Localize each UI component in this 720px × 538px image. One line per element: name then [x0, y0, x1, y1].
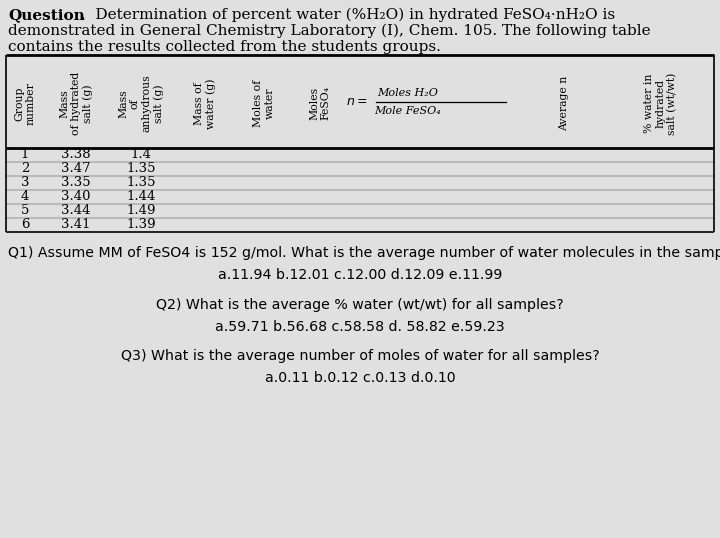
Text: 3.35: 3.35	[61, 176, 91, 189]
Text: Mole FeSO₄: Mole FeSO₄	[374, 107, 441, 117]
Text: 1.4: 1.4	[130, 148, 151, 161]
Text: Question: Question	[8, 8, 85, 22]
Text: a.0.11 b.0.12 c.0.13 d.0.10: a.0.11 b.0.12 c.0.13 d.0.10	[265, 371, 455, 385]
Text: Average n: Average n	[559, 76, 570, 131]
Text: contains the results collected from the students groups.: contains the results collected from the …	[8, 40, 441, 54]
Text: Mass
of
anhydrous
salt (g): Mass of anhydrous salt (g)	[118, 75, 163, 132]
Text: 3.41: 3.41	[61, 218, 91, 231]
Text: 1.44: 1.44	[126, 190, 156, 203]
Text: Q2) What is the average % water (wt/wt) for all samples?: Q2) What is the average % water (wt/wt) …	[156, 298, 564, 312]
Text: 3.40: 3.40	[61, 190, 91, 203]
Text: 1.35: 1.35	[126, 176, 156, 189]
Text: demonstrated in General Chemistry Laboratory (I), Chem. 105. The following table: demonstrated in General Chemistry Labora…	[8, 24, 651, 38]
Text: Mass of
water (g): Mass of water (g)	[194, 78, 216, 129]
Text: Moles H₂O: Moles H₂O	[377, 88, 438, 97]
Text: Moles
FeSO₄: Moles FeSO₄	[309, 87, 330, 121]
Text: Mass
of hydrated
salt (g): Mass of hydrated salt (g)	[59, 72, 93, 135]
Text: 1.49: 1.49	[126, 204, 156, 217]
Text: 4: 4	[21, 190, 30, 203]
Text: Q1) Assume MM of FeSO4 is 152 g/mol. What is the average number of water molecul: Q1) Assume MM of FeSO4 is 152 g/mol. Wha…	[8, 246, 720, 260]
Text: 1.35: 1.35	[126, 162, 156, 175]
Text: a.59.71 b.56.68 c.58.58 d. 58.82 e.59.23: a.59.71 b.56.68 c.58.58 d. 58.82 e.59.23	[215, 320, 505, 334]
Text: 1.39: 1.39	[126, 218, 156, 231]
Text: 3: 3	[21, 176, 30, 189]
Text: 3.44: 3.44	[61, 204, 91, 217]
Text: a.11.94 b.12.01 c.12.00 d.12.09 e.11.99: a.11.94 b.12.01 c.12.00 d.12.09 e.11.99	[218, 268, 502, 282]
Text: % water in
hydrated
salt (wt/wt): % water in hydrated salt (wt/wt)	[644, 72, 678, 134]
Text: Q3) What is the average number of moles of water for all samples?: Q3) What is the average number of moles …	[121, 349, 599, 363]
Text: 3.47: 3.47	[61, 162, 91, 175]
Text: 5: 5	[21, 204, 30, 217]
Text: .  Determination of percent water (%H₂O) in hydrated FeSO₄·nH₂O is: . Determination of percent water (%H₂O) …	[76, 8, 615, 23]
Text: $n =$: $n =$	[346, 95, 368, 108]
Text: 2: 2	[21, 162, 30, 175]
Text: 6: 6	[21, 218, 30, 231]
Text: Moles of
water: Moles of water	[253, 80, 275, 127]
Text: 1: 1	[21, 148, 30, 161]
Text: Group
number: Group number	[14, 82, 36, 125]
Text: 3.38: 3.38	[61, 148, 91, 161]
